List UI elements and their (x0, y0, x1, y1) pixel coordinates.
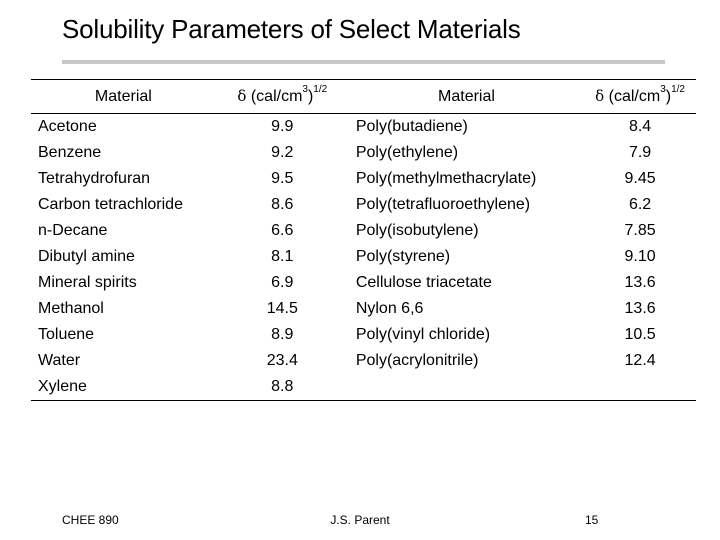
polymer-delta: 6.2 (628, 196, 652, 213)
polymer-name (348, 374, 585, 401)
solvent-delta: 8.9 (271, 326, 294, 343)
table-row: n-Decane 6.6 Poly(isobutylene) 7.85 (31, 218, 696, 244)
header-units: (cal/cm (250, 88, 303, 105)
polymer-name: Nylon 6,6 (355, 300, 424, 317)
polymer-delta: 8.4 (628, 118, 652, 135)
polymer-name: Cellulose triacetate (355, 274, 492, 291)
polymer-name: Poly(tetrafluoroethylene) (355, 196, 531, 213)
solvent-delta: 9.9 (271, 118, 294, 135)
solvent-name: Methanol (38, 300, 104, 317)
polymer-name: Poly(acrylonitrile) (355, 352, 479, 369)
solvent-delta: 23.4 (266, 352, 298, 369)
polymer-delta: 7.9 (628, 144, 652, 161)
delta-symbol: δ (237, 87, 247, 105)
solvent-delta: 8.8 (215, 374, 349, 401)
footer-course: CHEE 890 (62, 513, 119, 527)
polymer-delta: 9.45 (624, 170, 656, 187)
delta-symbol: δ (595, 87, 605, 105)
header-units-exp: 3 (660, 84, 666, 95)
solvent-name: Acetone (38, 118, 97, 135)
header-delta-polymer: δ (cal/cm3)1/2 (584, 79, 696, 114)
header-material-solvent: Material (31, 79, 216, 114)
polymer-delta: 7.85 (624, 222, 656, 239)
solvent-name: Water (38, 352, 81, 369)
header-units-close: ) (665, 88, 672, 105)
polymer-delta (584, 374, 696, 401)
header-units-exp: 3 (302, 84, 308, 95)
header-units-close: ) (307, 88, 314, 105)
polymer-name: Poly(methylmethacrylate) (355, 170, 537, 187)
solubility-table: Material δ (cal/cm3)1/2 Material δ (cal/… (31, 79, 696, 401)
table-row: Methanol 14.5 Nylon 6,6 13.6 (31, 296, 696, 322)
solvent-name: Tetrahydrofuran (38, 170, 151, 187)
table-row: Xylene 8.8 (31, 374, 696, 401)
table-row: Benzene 9.2 Poly(ethylene) 7.9 (31, 140, 696, 166)
footer-page-number: 15 (585, 513, 599, 527)
footer-author: J.S. Parent (330, 513, 390, 527)
solvent-name: n-Decane (38, 222, 108, 239)
polymer-name: Poly(vinyl chloride) (355, 326, 491, 343)
header-delta-solvent: δ (cal/cm3)1/2 (215, 79, 349, 114)
solvent-name: Mineral spirits (38, 274, 137, 291)
polymer-delta: 10.5 (624, 326, 656, 343)
solvent-delta: 6.6 (271, 222, 294, 239)
header-units: (cal/cm (608, 88, 661, 105)
polymer-delta: 13.6 (624, 300, 656, 317)
polymer-name: Poly(butadiene) (355, 118, 468, 135)
solvent-delta: 14.5 (266, 300, 298, 317)
polymer-delta: 12.4 (624, 352, 656, 369)
solvent-delta: 8.6 (271, 196, 294, 213)
table-row: Mineral spirits 6.9 Cellulose triacetate… (31, 270, 696, 296)
solvent-delta: 8.1 (271, 248, 294, 265)
table-row: Tetrahydrofuran 9.5 Poly(methylmethacryl… (31, 166, 696, 192)
polymer-name: Poly(isobutylene) (355, 222, 479, 239)
table-row: Toluene 8.9 Poly(vinyl chloride) 10.5 (31, 322, 696, 348)
header-units-power: 1/2 (313, 84, 328, 95)
polymer-delta: 13.6 (624, 274, 656, 291)
solvent-name: Carbon tetrachloride (38, 196, 183, 213)
table-row: Water 23.4 Poly(acrylonitrile) 12.4 (31, 348, 696, 374)
solvent-name: Dibutyl amine (38, 248, 135, 265)
header-units-power: 1/2 (671, 84, 685, 95)
table-row: Acetone 9.9 Poly(butadiene) 8.4 (31, 114, 696, 141)
polymer-name: Poly(styrene) (355, 248, 451, 265)
table-row: Carbon tetrachloride 8.6 Poly(tetrafluor… (31, 192, 696, 218)
solvent-name: Xylene (31, 374, 216, 401)
solvent-delta: 9.2 (271, 144, 294, 161)
table-header-row: Material δ (cal/cm3)1/2 Material δ (cal/… (31, 79, 696, 114)
polymer-delta: 9.10 (624, 248, 656, 265)
solvent-delta: 6.9 (271, 274, 294, 291)
solvent-name: Toluene (38, 326, 95, 343)
table-row: Dibutyl amine 8.1 Poly(styrene) 9.10 (31, 244, 696, 270)
title-divider (62, 60, 665, 64)
slide-title: Solubility Parameters of Select Material… (62, 14, 521, 44)
solvent-delta: 9.5 (271, 170, 294, 187)
header-material-polymer: Material (348, 79, 585, 114)
polymer-name: Poly(ethylene) (355, 144, 459, 161)
solvent-name: Benzene (38, 144, 102, 161)
